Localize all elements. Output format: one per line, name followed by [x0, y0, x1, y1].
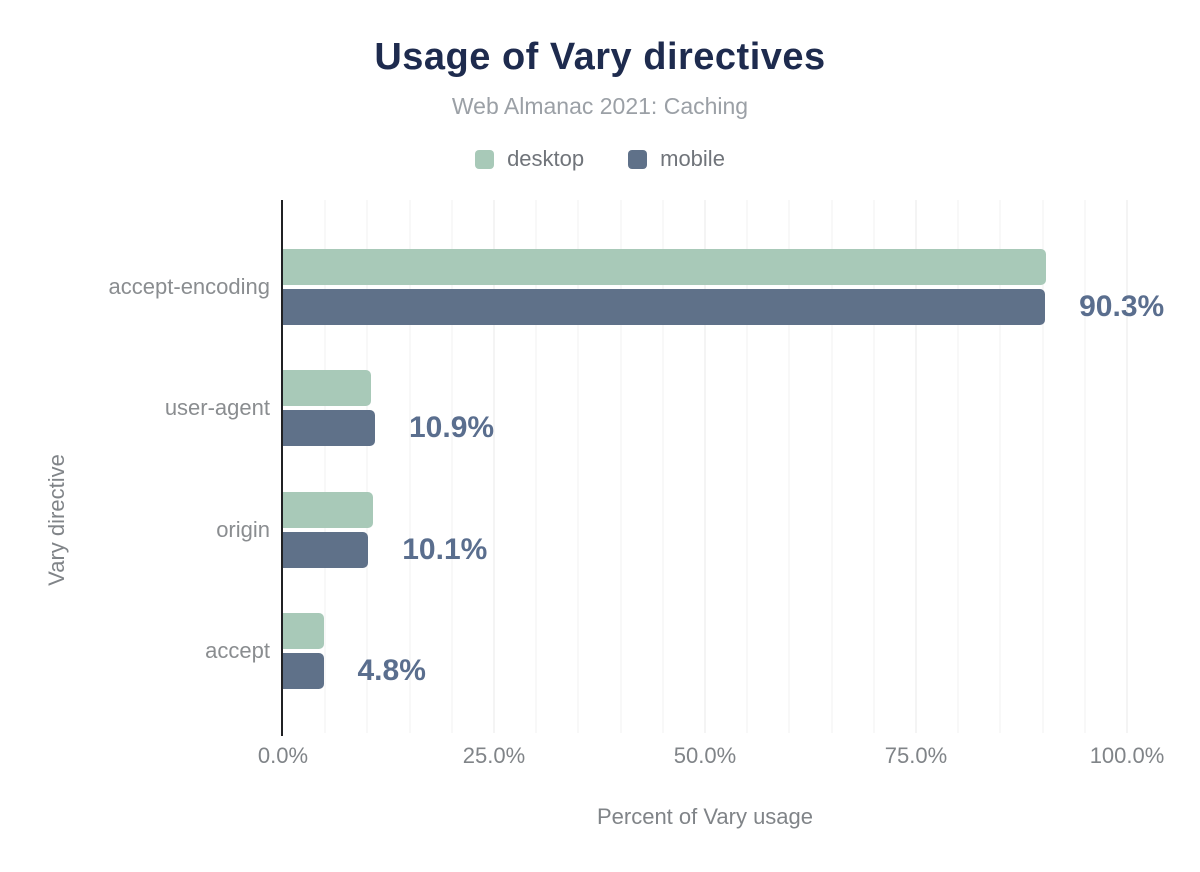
bar-row: accept-encoding 90.3%	[109, 226, 1164, 348]
mobile-bar	[283, 653, 324, 690]
gridline	[1084, 200, 1086, 733]
mobile-bar	[283, 288, 1046, 325]
mobile-legend-swatch	[628, 149, 648, 169]
category-label: user-agent	[164, 395, 270, 421]
legend-item-desktop: desktop	[475, 146, 584, 172]
value-annotation: 10.9%	[408, 411, 495, 445]
gridline	[493, 200, 495, 733]
chart-subtitle: Web Almanac 2021: Caching	[451, 93, 749, 119]
bar-pair: 90.3%	[283, 248, 1164, 325]
gridline	[704, 200, 706, 733]
x-tick-label: 25.0%	[462, 743, 526, 768]
gridline	[915, 200, 917, 733]
mobile-bar-line: 10.1%	[283, 531, 1127, 568]
gridline	[788, 200, 790, 733]
value-annotation: 90.3%	[1079, 289, 1165, 323]
desktop-bar	[283, 491, 374, 528]
category-label: accept-encoding	[108, 273, 270, 299]
mobile-bar	[283, 531, 369, 568]
desktop-bar	[283, 248, 1046, 285]
mobile-bar-line: 10.9%	[283, 410, 1127, 447]
gridline	[620, 200, 622, 733]
gridline	[1042, 200, 1044, 733]
plot-area: accept-encoding 90.3% user-agent 10.9% origi…	[109, 200, 1164, 736]
desktop-bar	[283, 613, 325, 650]
x-tick-label: 100.0%	[1089, 743, 1165, 768]
category-label: accept	[205, 638, 270, 664]
bar-row: user-agent 10.9%	[165, 348, 1127, 470]
bar-rows: accept-encoding 90.3% user-agent 10.9% origi…	[109, 200, 1164, 733]
desktop-bar	[283, 370, 371, 407]
bar-row: accept 4.8%	[205, 591, 1127, 713]
gridline	[1126, 200, 1128, 733]
bar-pair: 10.1%	[283, 491, 1127, 568]
value-annotation: 10.1%	[402, 532, 488, 566]
gridline	[957, 200, 959, 733]
gridline	[535, 200, 537, 733]
x-tick-label: 0.0%	[257, 743, 309, 768]
legend: desktop mobile	[0, 146, 1200, 172]
x-axis-ticks: 0.0% 25.0% 50.0% 75.0% 100.0%	[258, 743, 1164, 771]
mobile-bar	[283, 410, 375, 447]
gridline	[999, 200, 1001, 733]
gridline	[409, 200, 411, 733]
chart-title: Usage of Vary directives	[374, 36, 826, 78]
bar-row: origin 10.1%	[216, 469, 1127, 591]
gridline	[662, 200, 664, 733]
gridline	[577, 200, 579, 733]
x-axis-title: Percent of Vary usage	[596, 804, 814, 829]
gridline	[324, 200, 326, 733]
y-axis-line	[281, 200, 283, 736]
legend-item-label: desktop	[507, 146, 585, 171]
x-tick-label: 50.0%	[673, 743, 737, 768]
value-annotation: 4.8%	[357, 654, 426, 688]
mobile-bar-line: 4.8%	[283, 653, 1127, 690]
y-axis-title: Vary directive	[44, 454, 69, 586]
mobile-bar-line: 90.3%	[283, 288, 1164, 325]
bar-pair: 4.8%	[283, 613, 1127, 690]
gridline	[451, 200, 453, 733]
legend-item-label: mobile	[660, 146, 725, 171]
legend-item-mobile: mobile	[628, 146, 725, 172]
gridline	[831, 200, 833, 733]
x-tick-label: 75.0%	[884, 743, 948, 768]
bar-pair: 10.9%	[283, 370, 1127, 447]
gridline	[746, 200, 748, 733]
gridline	[366, 200, 368, 733]
gridline	[873, 200, 875, 733]
category-label: origin	[216, 516, 270, 542]
desktop-legend-swatch	[475, 149, 495, 169]
